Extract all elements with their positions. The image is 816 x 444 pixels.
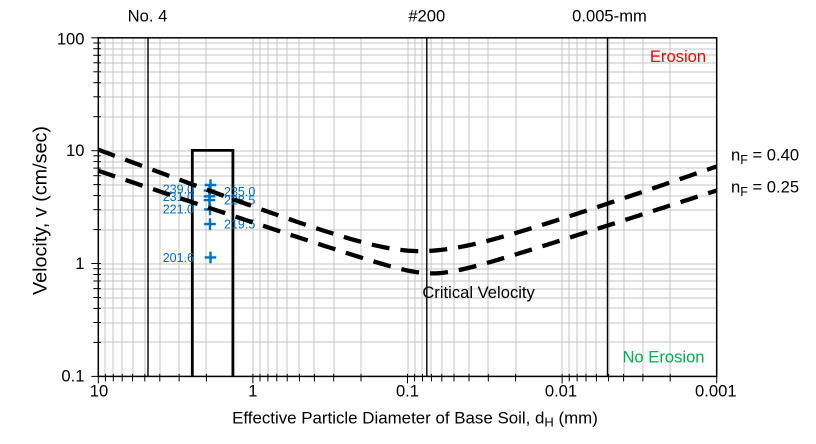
svg-text:nF = 0.40: nF = 0.40: [731, 146, 799, 168]
svg-text:1: 1: [248, 381, 257, 400]
svg-text:0.001: 0.001: [695, 381, 737, 400]
svg-text:Effective Particle Diameter of: Effective Particle Diameter of Base Soil…: [232, 408, 598, 429]
svg-text:nF = 0.25: nF = 0.25: [731, 177, 799, 199]
svg-text:10: 10: [66, 141, 84, 160]
svg-text:No. 4: No. 4: [128, 6, 168, 25]
svg-text:100: 100: [57, 30, 85, 49]
svg-text:Velocity, v (cm/sec): Velocity, v (cm/sec): [30, 126, 52, 295]
svg-text:235.0: 235.0: [224, 185, 255, 199]
svg-text:0.1: 0.1: [61, 367, 84, 386]
svg-text:#200: #200: [408, 6, 445, 25]
svg-text:10: 10: [90, 381, 108, 400]
svg-text:Critical Velocity: Critical Velocity: [422, 283, 535, 302]
svg-text:0.005-mm: 0.005-mm: [572, 6, 647, 25]
svg-text:0.01: 0.01: [545, 381, 577, 400]
svg-text:221.0: 221.0: [163, 203, 194, 217]
svg-text:No Erosion: No Erosion: [622, 347, 704, 366]
svg-text:Erosion: Erosion: [650, 47, 706, 66]
svg-text:201.6: 201.6: [163, 251, 194, 265]
svg-text:0.1: 0.1: [396, 381, 419, 400]
svg-text:1: 1: [75, 254, 84, 273]
